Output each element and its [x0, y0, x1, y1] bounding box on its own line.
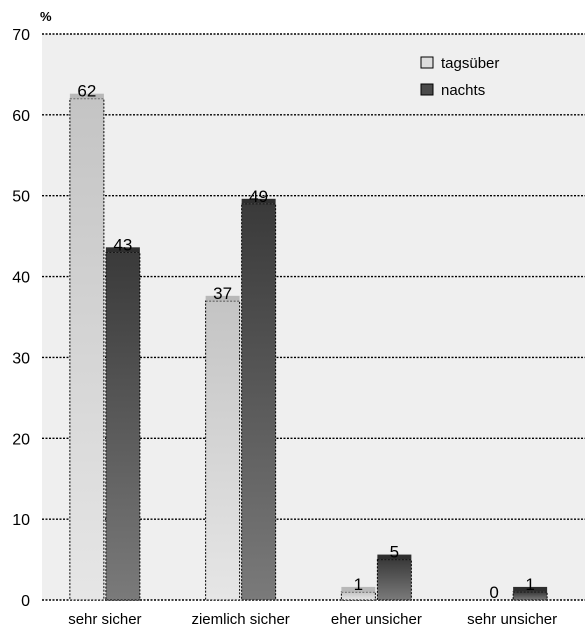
y-tick-label: 30: [12, 350, 30, 367]
y-tick-label: 50: [12, 189, 30, 206]
bar-tagsueber: [340, 591, 376, 601]
bar-cap: [513, 586, 548, 592]
bar-tagsueber: [205, 300, 241, 601]
data-label: 62: [77, 82, 96, 101]
y-tick-label: 0: [21, 593, 30, 610]
y-tick-label: 10: [12, 512, 30, 529]
data-label: 37: [213, 284, 232, 303]
y-axis-ticks: 0 10 20 30 40 50 60 70: [12, 27, 30, 610]
bar-nachts: [241, 203, 277, 601]
bars: [69, 93, 548, 601]
legend-swatch-nachts: [420, 83, 434, 96]
bar-cap: [69, 93, 104, 99]
legend-swatch-tagsueber: [420, 56, 434, 69]
y-axis-unit-label: %: [40, 9, 52, 24]
y-tick-label: 20: [12, 431, 30, 448]
category-label: sehr unsicher: [467, 611, 557, 628]
data-label: 43: [113, 235, 132, 254]
data-label: 0: [489, 583, 498, 602]
x-axis-categories: sehr sicher ziemlich sicher eher unsicher s…: [68, 611, 557, 628]
bar-cap: [241, 198, 276, 204]
y-tick-label: 60: [12, 108, 30, 125]
bar-nachts: [376, 559, 412, 601]
bar-cap: [205, 295, 240, 301]
data-labels: 62 43 37 49 1 5 0 1: [77, 82, 534, 602]
category-label: sehr sicher: [68, 611, 141, 628]
legend: tagsüber nachts: [420, 55, 499, 99]
gridlines: [42, 33, 585, 601]
bar-nachts: [105, 251, 141, 601]
bar-cap: [377, 554, 412, 560]
bar-nachts: [512, 591, 548, 601]
bar-cap: [341, 586, 376, 592]
category-label: eher unsicher: [331, 611, 422, 628]
data-label: 1: [525, 575, 534, 594]
bar-tagsueber: [69, 98, 105, 601]
bar-cap: [105, 247, 140, 253]
legend-label-tagsueber: tagsüber: [441, 55, 499, 72]
data-label: 1: [354, 575, 363, 594]
data-label: 49: [249, 187, 268, 206]
data-label: 5: [390, 543, 399, 562]
y-tick-label: 70: [12, 27, 30, 44]
y-tick-label: 40: [12, 270, 30, 287]
legend-label-nachts: nachts: [441, 82, 485, 99]
category-label: ziemlich sicher: [191, 611, 289, 628]
